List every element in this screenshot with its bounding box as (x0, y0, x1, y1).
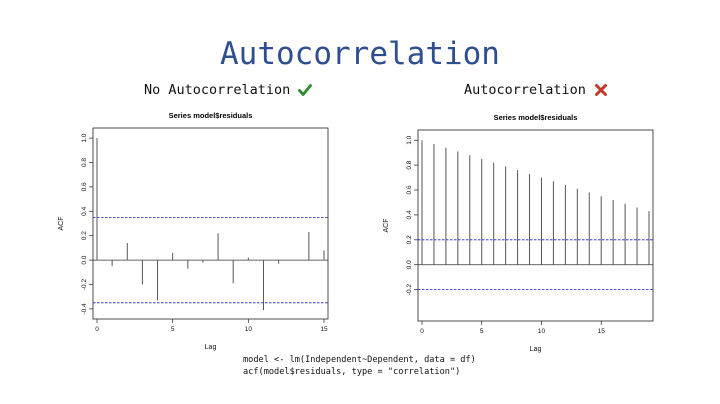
heading-left-label: No Autocorrelation (144, 82, 291, 98)
code-line-1: model <- lm(Independent~Dependent, data … (243, 355, 476, 365)
heading-autocorrelation: Autocorrelation (464, 82, 608, 98)
x-axis-label: Lag (205, 344, 217, 351)
y-tick-label: 0.8 (81, 158, 88, 167)
y-tick-label: 1.0 (81, 133, 88, 142)
y-tick-label: -0.2 (406, 284, 413, 296)
chart-title: Series model$residuals (494, 113, 578, 122)
y-tick-label: 0.6 (406, 185, 413, 194)
y-tick-label: 0.2 (81, 231, 88, 240)
y-tick-label: 0.0 (81, 255, 88, 264)
x-tick-label: 10 (538, 328, 546, 335)
y-tick-label: -0.2 (81, 279, 88, 291)
x-tick-label: 15 (320, 326, 328, 333)
x-tick-label: 15 (598, 328, 606, 335)
code-line-2: acf(model$residuals, type = "correlation… (243, 367, 461, 377)
y-axis-label: ACF (58, 217, 65, 231)
cross-mark-icon (594, 84, 607, 96)
y-axis-label: ACF (383, 219, 390, 233)
y-tick-label: 0.4 (81, 206, 88, 215)
plot-frame (92, 127, 329, 320)
x-axis-label: Lag (530, 346, 542, 353)
y-tick-label: 0.0 (406, 260, 413, 269)
x-tick-label: 5 (480, 328, 484, 335)
y-tick-label: 0.2 (406, 235, 413, 244)
x-tick-label: 5 (171, 326, 175, 333)
x-tick-label: 0 (95, 326, 99, 333)
y-tick-label: 0.8 (406, 160, 413, 169)
slide-title: Autocorrelation (220, 36, 500, 72)
y-tick-label: 1.0 (406, 135, 413, 144)
heading-no-autocorrelation: No Autocorrelation (144, 82, 313, 98)
x-tick-label: 10 (245, 326, 253, 333)
x-tick-label: 0 (420, 328, 424, 335)
y-tick-label: 0.6 (81, 182, 88, 191)
y-tick-label: -0.4 (81, 303, 88, 315)
chart-title: Series model$residuals (169, 111, 253, 120)
heading-right-label: Autocorrelation (464, 82, 586, 98)
y-tick-label: 0.4 (406, 210, 413, 219)
check-mark-icon (298, 84, 313, 96)
plot-frame (417, 129, 654, 322)
r-code-block: model <- lm(Independent~Dependent, data … (243, 354, 476, 378)
